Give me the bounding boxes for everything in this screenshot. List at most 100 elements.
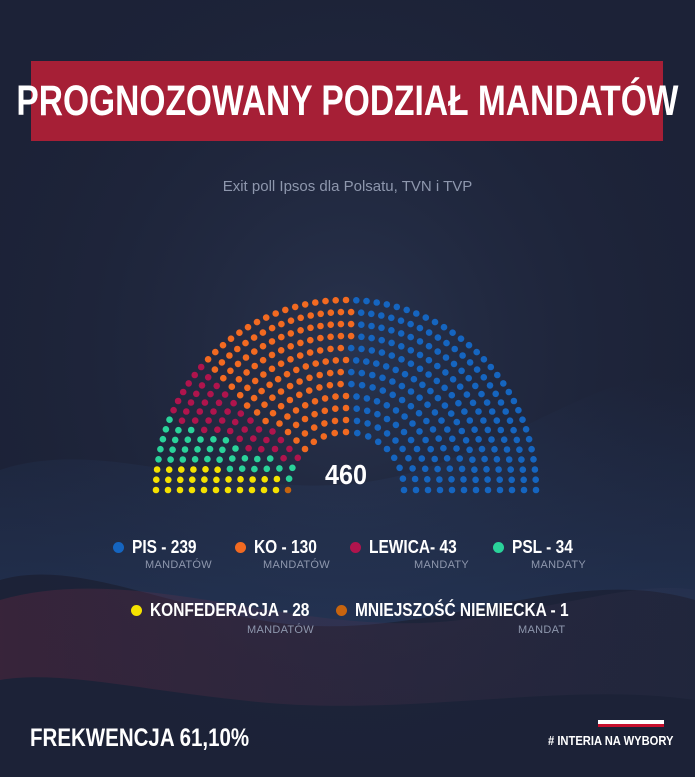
seat-lewica (200, 426, 208, 434)
seat-ko (331, 429, 339, 437)
seat-lewica (245, 444, 252, 452)
seat-pis (503, 446, 511, 453)
seat-ko (312, 299, 319, 306)
seat-lewica (210, 408, 217, 415)
seat-lewica (221, 391, 229, 398)
seat-konfederacja (236, 486, 244, 494)
seat-pis (448, 476, 455, 483)
seat-konfederacja (260, 486, 268, 494)
seat-ko (306, 349, 314, 356)
seat-pis (443, 339, 450, 347)
seat-pis (383, 301, 391, 308)
seat-lewica (230, 399, 237, 407)
seat-pis (447, 410, 455, 417)
seat-ko (269, 394, 276, 402)
seat-pis (422, 436, 429, 444)
seat-konfederacja (224, 486, 232, 494)
seat-ko (253, 409, 261, 416)
seat-pis (392, 366, 400, 374)
seat-konfederacja (261, 476, 269, 483)
seat-pis (392, 421, 400, 429)
seat-pis (494, 371, 501, 379)
seat-ko (227, 367, 234, 375)
seat-pis (416, 365, 424, 373)
seat-konfederacja (272, 486, 280, 494)
seat-ko (310, 438, 318, 446)
seat-ko (253, 318, 261, 326)
seat-dots (152, 296, 540, 494)
seat-pis (383, 402, 391, 409)
seat-pis (500, 380, 507, 387)
seat-pis (409, 420, 416, 427)
seat-pis (442, 369, 449, 376)
seat-pis (483, 466, 490, 473)
seat-pis (440, 323, 448, 331)
seat-lewica (183, 408, 190, 415)
seat-pis (449, 329, 456, 337)
legend-unit-mniejszosc: MANDAT (518, 624, 566, 636)
seat-pis (403, 306, 411, 314)
seat-ko (347, 308, 355, 316)
seat-pis (378, 312, 385, 319)
seat-pis (374, 438, 382, 446)
seat-pis (502, 408, 510, 415)
seat-ko (332, 357, 340, 364)
seat-pis (401, 413, 408, 420)
seat-pis (413, 445, 421, 453)
seat-konfederacja (153, 466, 161, 473)
seat-ko (337, 308, 345, 316)
legend-dot-ko (235, 542, 246, 553)
seat-pis (369, 371, 376, 379)
seat-psl (266, 455, 274, 462)
seat-lewica (198, 382, 206, 389)
seat-pis (379, 374, 386, 382)
legend-label-ko: KO - 130 (254, 537, 317, 557)
seat-ko (327, 309, 335, 317)
seat-pis (438, 417, 445, 424)
seat-pis (352, 357, 360, 364)
seat-pis (475, 408, 482, 415)
seat-pis (493, 456, 501, 463)
seat-ko (287, 330, 295, 337)
seat-pis (424, 476, 431, 483)
seat-pis (496, 476, 504, 484)
legend-item-pis: PIS - 239 MANDATÓW (113, 537, 212, 571)
seat-pis (353, 297, 360, 304)
seat-ko (287, 356, 294, 363)
seat-pis (484, 476, 491, 483)
seat-pis (515, 406, 522, 414)
seat-pis (453, 418, 461, 426)
seat-konfederacja (212, 486, 220, 494)
seat-ko (262, 417, 269, 425)
seat-pis (423, 417, 430, 425)
seat-pis (407, 320, 414, 328)
seat-pis (416, 338, 424, 345)
seat-pis (448, 391, 456, 399)
seat-pis (519, 416, 526, 424)
seat-lewica (214, 426, 221, 434)
seat-pis (496, 486, 504, 494)
seat-pis (390, 454, 398, 462)
seat-pis (393, 303, 401, 311)
seat-psl (289, 464, 296, 472)
seat-pis (435, 435, 443, 442)
seat-pis (373, 360, 380, 367)
seat-lewica (215, 399, 223, 407)
seat-pis (459, 352, 466, 359)
seat-pis (480, 374, 488, 381)
seat-ko (317, 322, 324, 330)
seat-ko (310, 424, 318, 431)
seat-pis (374, 424, 382, 431)
seat-mniejszosc-niemiecka (284, 486, 292, 494)
seat-pis (347, 344, 355, 352)
seat-ko (337, 320, 345, 328)
seat-ko (228, 383, 236, 391)
seat-lewica (196, 408, 204, 415)
seat-konfederacja (248, 486, 256, 494)
seat-ko (337, 380, 344, 388)
seat-pis (373, 398, 381, 405)
seat-ko (284, 428, 292, 436)
seat-pis (354, 429, 361, 437)
seat-pis (500, 436, 508, 444)
seat-lewica (207, 390, 214, 398)
